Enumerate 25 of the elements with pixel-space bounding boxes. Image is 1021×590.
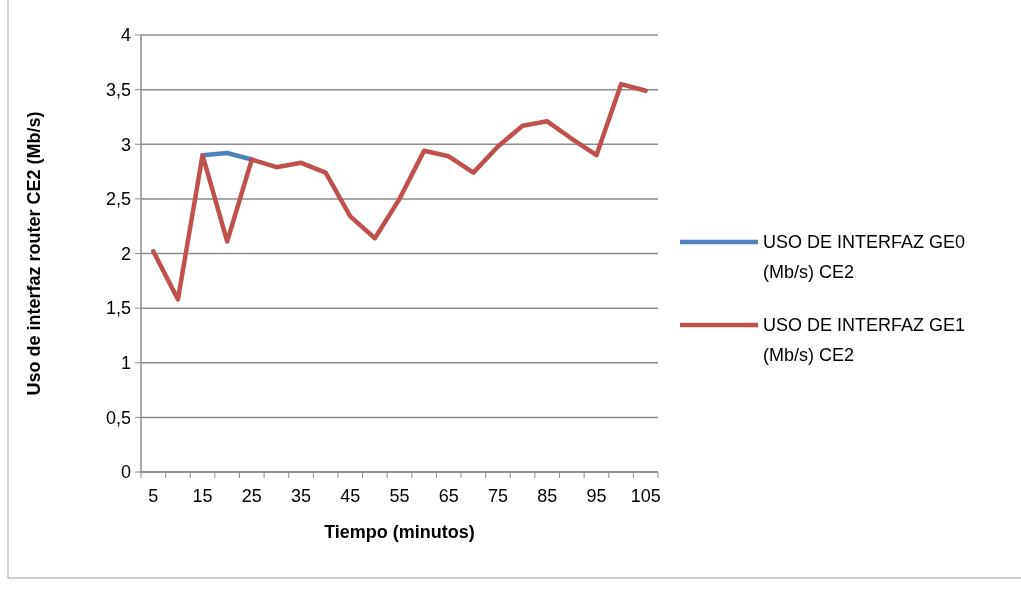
x-tick-label: 75 bbox=[487, 486, 508, 506]
y-tick-label: 1 bbox=[120, 353, 131, 374]
y-tick-label: 0,5 bbox=[105, 407, 131, 428]
x-tick-label: 5 bbox=[148, 486, 159, 506]
y-tick-label: 4 bbox=[120, 25, 131, 46]
x-tick-label: 65 bbox=[438, 486, 459, 506]
y-tick-label: 2,5 bbox=[105, 189, 131, 210]
y-tick-label: 2 bbox=[120, 243, 131, 264]
x-tick-label: 35 bbox=[291, 486, 312, 506]
x-tick-label: 105 bbox=[630, 486, 661, 506]
y-tick-label: 1,5 bbox=[105, 298, 131, 319]
y-tick-label: 3 bbox=[120, 134, 131, 155]
y-axis-title: Uso de interfaz router CE2 (Mb/s) bbox=[24, 111, 44, 396]
legend-label: USO DE INTERFAZ GE1 (Mb/s) CE2 bbox=[763, 315, 966, 366]
x-tick-label: 45 bbox=[340, 486, 361, 506]
x-tick-label: 15 bbox=[192, 486, 213, 506]
x-tick-label: 95 bbox=[586, 486, 607, 506]
x-tick-label: 55 bbox=[389, 486, 410, 506]
legend-label: USO DE INTERFAZ GE0 (Mb/s) CE2 bbox=[763, 232, 966, 283]
x-tick-label: 85 bbox=[537, 486, 558, 506]
y-tick-label: 3,5 bbox=[105, 79, 131, 100]
x-tick-label: 25 bbox=[241, 486, 262, 506]
y-tick-label: 0 bbox=[120, 462, 131, 483]
line-series bbox=[151, 81, 648, 302]
x-axis-title: Tiempo (minutos) bbox=[324, 522, 475, 542]
